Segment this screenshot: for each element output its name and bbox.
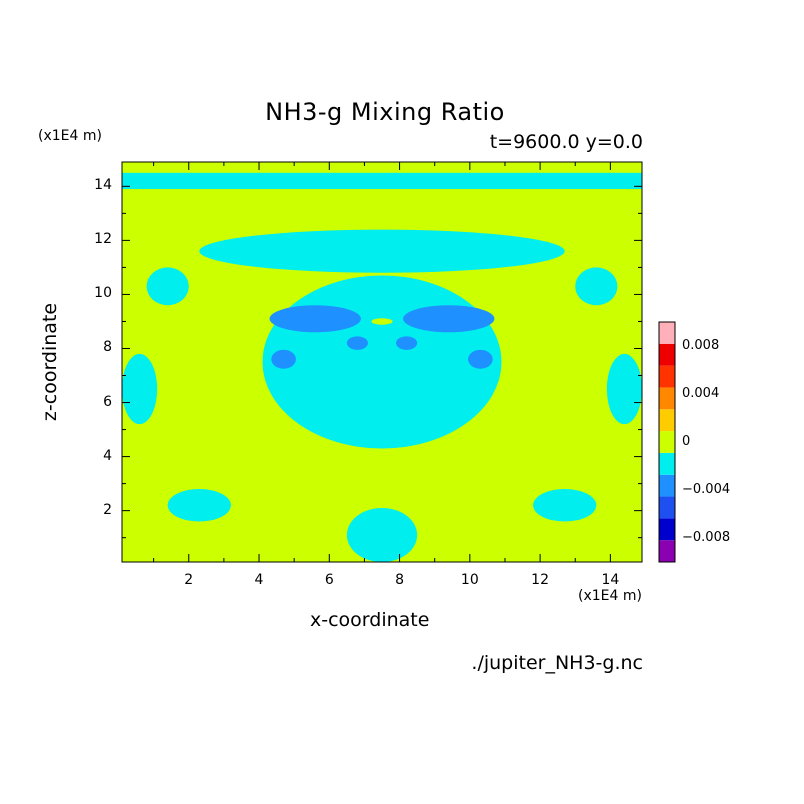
- y-tick-label: 10: [94, 285, 112, 302]
- y-tick-label: 4: [103, 447, 112, 464]
- contour-region-3: [346, 507, 418, 562]
- plot-frame: [121, 161, 643, 563]
- contour-region-9: [533, 489, 597, 522]
- x-tick-label: 12: [531, 572, 549, 588]
- contour-region-7: [606, 353, 642, 425]
- contour-region-15: [396, 336, 418, 350]
- chart-subtitle: t=9600.0 y=0.0: [489, 131, 643, 153]
- contour-region-4: [146, 267, 189, 306]
- y-axis-unit: (x1E4 m): [38, 128, 102, 144]
- colorbar-frame: [658, 321, 676, 563]
- chart-title: NH3-g Mixing Ratio: [265, 98, 505, 126]
- contour-region-12: [271, 349, 296, 369]
- contour-region-14: [346, 336, 368, 350]
- colorbar-segment-0: [659, 540, 675, 562]
- colorbar-tick-label: 0: [682, 434, 691, 449]
- colorbar-tick-label: −0.004: [682, 482, 731, 497]
- y-tick-label: 2: [103, 501, 112, 518]
- y-tick-label: 8: [103, 339, 112, 356]
- y-tick-label: 14: [94, 177, 112, 194]
- contour-region-2: [199, 229, 565, 273]
- colorbar-tick-label: 0.008: [682, 338, 720, 353]
- x-axis-unit: (x1E4 m): [578, 588, 642, 604]
- y-tick-label: 12: [94, 231, 112, 248]
- colorbar-segment-1: [659, 518, 675, 541]
- x-tick-label: 14: [601, 572, 620, 588]
- contour-region-6: [122, 353, 158, 425]
- contour-region-16: [371, 318, 393, 325]
- colorbar-segment-10: [659, 322, 675, 344]
- x-tick-label: 8: [395, 572, 405, 588]
- y-tick-label: 6: [103, 393, 112, 410]
- contour-region-8: [167, 489, 231, 522]
- axis-ticks: [122, 162, 642, 562]
- colorbar-tick-label: −0.008: [682, 530, 731, 545]
- colorbar-segment-5: [659, 431, 675, 453]
- x-tick-label: 6: [324, 572, 334, 588]
- contour-region-13: [468, 349, 493, 369]
- colorbar-segment-6: [659, 409, 675, 432]
- contour-field: [122, 162, 642, 562]
- colorbar-segment-2: [659, 496, 675, 519]
- contour-region-10: [269, 305, 361, 333]
- x-tick-label: 10: [460, 572, 479, 588]
- source-file-label: ./jupiter_NH3-g.nc: [471, 652, 643, 674]
- colorbar-tick-label: 0.004: [682, 386, 720, 401]
- contour-region-0: [122, 172, 642, 190]
- colorbar: [658, 321, 676, 563]
- colorbar-segment-8: [659, 365, 675, 388]
- x-axis-label: x-coordinate: [310, 609, 430, 631]
- contour-region-5: [575, 267, 618, 306]
- contour-region-11: [403, 305, 495, 333]
- colorbar-segment-3: [659, 474, 675, 497]
- colorbar-segment-7: [659, 387, 675, 410]
- x-tick-label: 2: [184, 572, 194, 588]
- colorbar-segment-4: [659, 452, 675, 475]
- colorbar-segment-9: [659, 343, 675, 366]
- x-tick-label: 4: [254, 572, 264, 588]
- contour-region-1: [262, 275, 502, 449]
